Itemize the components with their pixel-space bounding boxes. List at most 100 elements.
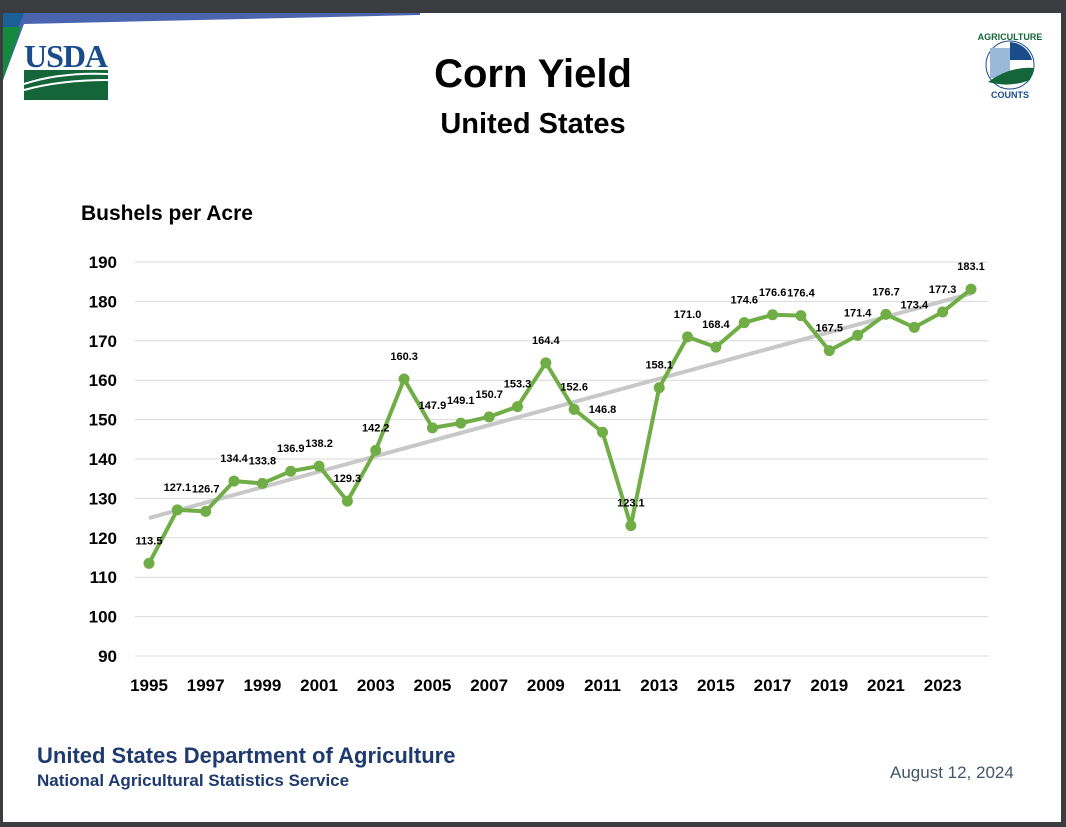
y-axis-label: Bushels per Acre <box>81 202 253 225</box>
x-tick-label: 2023 <box>924 676 962 695</box>
data-point <box>200 505 212 517</box>
data-point <box>341 495 353 507</box>
data-point <box>880 308 892 320</box>
agriculture-counts-logo: AGRICULTURE COUNTS <box>978 32 1043 100</box>
data-label: 149.1 <box>447 395 475 407</box>
data-label: 136.9 <box>277 443 305 455</box>
svg-text:USDA: USDA <box>24 38 108 74</box>
data-point <box>795 310 807 322</box>
x-tick-label: 2015 <box>697 676 735 695</box>
y-tick-label: 170 <box>89 332 117 351</box>
data-point <box>823 345 835 357</box>
chart-title: Corn Yield <box>434 52 632 96</box>
data-point <box>426 422 438 434</box>
y-tick-label: 120 <box>89 529 117 548</box>
series-line <box>147 287 973 565</box>
data-point <box>710 341 722 353</box>
data-point <box>597 426 609 438</box>
data-label: 152.6 <box>560 381 588 393</box>
x-tick-label: 2001 <box>300 676 338 695</box>
y-tick-label: 160 <box>89 371 117 390</box>
data-label: 150.7 <box>475 389 503 401</box>
data-point <box>313 460 325 472</box>
data-label: 176.6 <box>759 287 787 299</box>
data-label: 146.8 <box>589 404 617 416</box>
data-point <box>568 403 580 415</box>
data-label: 158.1 <box>645 360 673 372</box>
chart-subtitle: United States <box>440 108 626 140</box>
y-tick-label: 190 <box>89 253 117 272</box>
data-point <box>965 283 977 295</box>
data-point <box>256 477 268 489</box>
usda-logo: USDA <box>23 38 109 100</box>
data-label: 183.1 <box>957 261 985 273</box>
data-point <box>171 504 183 516</box>
data-point <box>455 417 467 429</box>
x-tick-label: 2009 <box>527 676 565 695</box>
data-point <box>398 373 410 385</box>
footer-org: United States Department of Agriculture <box>37 743 456 768</box>
data-label: 168.4 <box>702 319 730 331</box>
x-tick-label: 2003 <box>357 676 395 695</box>
data-label: 147.9 <box>419 400 447 412</box>
data-label: 176.4 <box>787 288 815 300</box>
x-tick-label: 2007 <box>470 676 508 695</box>
y-tick-label: 150 <box>89 411 117 430</box>
data-point <box>228 475 240 487</box>
footer-service: National Agricultural Statistics Service <box>37 771 350 790</box>
x-tick-label: 2013 <box>640 676 678 695</box>
y-tick-label: 140 <box>89 450 117 469</box>
data-point <box>370 444 382 456</box>
data-point <box>682 331 694 343</box>
data-point <box>143 557 155 569</box>
x-tick-label: 2021 <box>867 676 905 695</box>
x-tick-label: 1999 <box>243 676 281 695</box>
y-tick-label: 130 <box>89 489 117 508</box>
svg-text:COUNTS: COUNTS <box>991 90 1029 100</box>
data-point <box>738 317 750 329</box>
data-point <box>625 520 637 532</box>
data-label: 176.7 <box>872 286 900 298</box>
data-label: 174.6 <box>730 295 758 307</box>
data-label: 113.5 <box>136 535 163 547</box>
data-point <box>767 309 779 321</box>
y-tick-label: 100 <box>89 608 117 627</box>
x-tick-label: 2011 <box>584 676 621 695</box>
data-point <box>937 306 949 318</box>
data-point <box>852 329 864 341</box>
data-label: 164.4 <box>532 335 560 347</box>
x-tick-label: 1995 <box>130 676 168 695</box>
data-point <box>540 357 552 369</box>
x-tick-label: 2005 <box>414 676 452 695</box>
y-tick-label: 90 <box>98 647 117 666</box>
svg-text:AGRICULTURE: AGRICULTURE <box>978 32 1043 42</box>
data-point <box>908 321 920 333</box>
y-tick-label: 180 <box>89 292 117 311</box>
data-label: 153.3 <box>504 379 532 391</box>
data-label: 167.5 <box>816 323 844 335</box>
data-label: 129.3 <box>334 473 362 485</box>
footer-date: August 12, 2024 <box>890 763 1014 782</box>
data-point <box>483 411 495 423</box>
data-point <box>511 401 523 413</box>
y-tick-label: 110 <box>90 568 117 587</box>
x-tick-label: 2017 <box>754 676 792 695</box>
x-tick-label: 2019 <box>810 676 848 695</box>
slide <box>3 13 1061 822</box>
data-label: 127.1 <box>164 482 192 494</box>
trend-line <box>148 291 972 521</box>
data-label: 142.2 <box>362 422 390 434</box>
data-label: 177.3 <box>929 284 957 296</box>
data-point <box>653 382 665 394</box>
data-label: 171.4 <box>844 307 872 319</box>
x-tick-label: 1997 <box>187 676 225 695</box>
data-point <box>285 465 297 477</box>
data-label: 171.0 <box>674 309 702 321</box>
data-label: 134.4 <box>220 453 248 465</box>
data-label: 123.1 <box>617 498 645 510</box>
data-label: 160.3 <box>390 351 418 363</box>
data-label: 138.2 <box>305 438 333 450</box>
data-label: 133.8 <box>249 455 277 467</box>
